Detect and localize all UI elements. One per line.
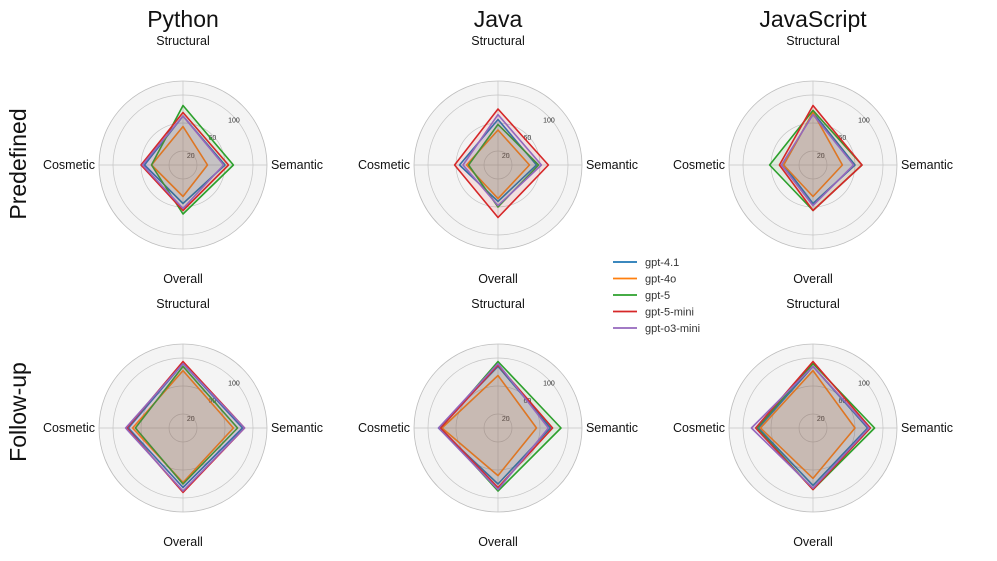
legend-label: gpt-5 [645, 290, 670, 302]
axis-label-structural: Structural [471, 297, 525, 311]
legend-item-gpt-4o: gpt-4o [613, 274, 676, 286]
radar-predefined-javascript: 20 60 100 Structural Semantic Overall Cosmetic [673, 34, 953, 286]
series-gpt-5 [150, 104, 235, 215]
axis-label-overall: Overall [163, 535, 203, 549]
radar-predefined-java: 20 60 100 Structural Semantic Overall Cosmetic [358, 34, 638, 286]
legend-label: gpt-4o [645, 274, 676, 286]
axis-label-cosmetic: Cosmetic [43, 158, 95, 172]
tick-label-60: 60 [208, 398, 216, 405]
tick-label-100: 100 [543, 117, 555, 124]
series-gpt-4-1 [127, 362, 244, 489]
legend-label: gpt-o3-mini [645, 323, 700, 335]
tick-label-20: 20 [187, 153, 195, 160]
tick-label-100: 100 [228, 380, 240, 387]
tick-label-20: 20 [187, 416, 195, 423]
axis-label-structural: Structural [156, 34, 210, 48]
axis-label-overall: Overall [478, 272, 518, 286]
tick-label-100: 100 [858, 380, 870, 387]
series-gpt-4o [759, 369, 856, 480]
legend: gpt-4.1 gpt-4o gpt-5 gpt-5-mini gpt-o3-mini [613, 257, 700, 335]
radar-predefined-python: 20 60 100 Structural Semantic Overall Cosmetic [43, 34, 323, 286]
series-gpt-4o [782, 111, 844, 198]
legend-item-gpt-5-mini: gpt-5-mini [613, 307, 694, 319]
tick-label-20: 20 [502, 153, 510, 160]
series-gpt-5-mini [453, 108, 550, 219]
tick-label-60: 60 [838, 398, 846, 405]
series-gpt-o3-mini [462, 113, 543, 207]
series-gpt-o3-mini [780, 113, 855, 207]
row-title-follow-up: Follow-up [5, 362, 31, 462]
axis-label-structural: Structural [471, 34, 525, 48]
tick-label-60: 60 [838, 135, 846, 142]
axis-label-structural: Structural [786, 297, 840, 311]
column-title-java: Java [474, 6, 523, 32]
legend-label: gpt-4.1 [645, 257, 679, 269]
axis-label-cosmetic: Cosmetic [358, 421, 410, 435]
series-gpt-5-mini [778, 104, 863, 212]
radar-follow-up-python: 20 60 100 Structural Semantic Overall Cosmetic [43, 297, 323, 549]
legend-item-gpt-o3-mini: gpt-o3-mini [613, 323, 700, 335]
tick-label-100: 100 [228, 117, 240, 124]
axis-label-cosmetic: Cosmetic [43, 421, 95, 435]
radar-panels: 20 60 100 Structural Semantic Overall Cosmetic… [43, 34, 953, 549]
series-gpt-4o [441, 374, 538, 477]
row-title-predefined: Predefined [5, 108, 31, 219]
column-title-javascript: JavaScript [759, 6, 867, 32]
legend-item-gpt-4-1: gpt-4.1 [613, 257, 679, 269]
radar-follow-up-javascript: 20 60 100 Structural Semantic Overall Cosmetic [673, 297, 953, 549]
axis-label-overall: Overall [793, 535, 833, 549]
axis-label-cosmetic: Cosmetic [358, 158, 410, 172]
axis-label-semantic: Semantic [901, 421, 953, 435]
legend-label: gpt-5-mini [645, 307, 694, 319]
axis-label-cosmetic: Cosmetic [673, 421, 725, 435]
column-title-python: Python [147, 6, 219, 32]
tick-label-60: 60 [523, 135, 531, 142]
axis-label-cosmetic: Cosmetic [673, 158, 725, 172]
axis-label-structural: Structural [156, 297, 210, 311]
tick-label-20: 20 [817, 153, 825, 160]
axis-label-structural: Structural [786, 34, 840, 48]
legend-item-gpt-5: gpt-5 [613, 290, 670, 302]
axis-label-overall: Overall [793, 272, 833, 286]
series-gpt-5 [467, 123, 540, 208]
series-gpt-o3-mini [750, 365, 870, 490]
axis-label-semantic: Semantic [901, 158, 953, 172]
axis-label-overall: Overall [163, 272, 203, 286]
axis-label-semantic: Semantic [271, 421, 323, 435]
axis-label-overall: Overall [478, 535, 518, 549]
axis-label-semantic: Semantic [586, 421, 638, 435]
series-gpt-o3-mini [141, 115, 225, 210]
series-gpt-o3-mini [437, 362, 550, 491]
tick-label-60: 60 [208, 135, 216, 142]
axis-label-semantic: Semantic [586, 158, 638, 172]
tick-label-100: 100 [543, 380, 555, 387]
tick-label-20: 20 [502, 416, 510, 423]
series-gpt-o3-mini [124, 362, 246, 492]
series-gpt-5 [134, 365, 239, 485]
tick-label-20: 20 [817, 416, 825, 423]
axis-label-semantic: Semantic [271, 158, 323, 172]
series-gpt-4o [150, 125, 209, 198]
tick-label-100: 100 [858, 117, 870, 124]
